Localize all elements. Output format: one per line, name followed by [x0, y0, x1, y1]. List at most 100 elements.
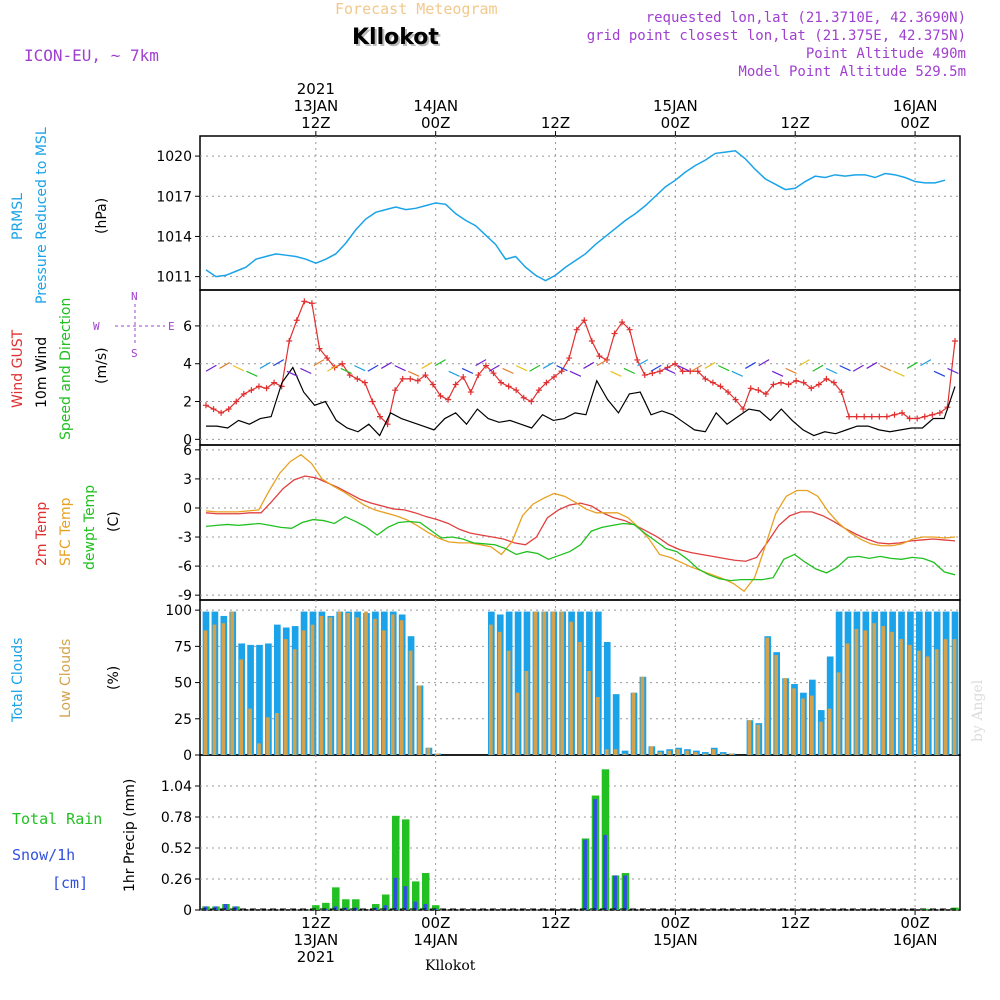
bar-low-clouds [756, 724, 761, 755]
bar-low-clouds [747, 720, 752, 755]
bar-low-clouds [694, 752, 698, 755]
gust-point [339, 360, 346, 367]
wind-direction-arrow [246, 370, 258, 377]
bar-low-clouds [765, 637, 770, 755]
wind-direction-arrow [407, 370, 420, 377]
y-tick-label: 1017 [156, 189, 192, 205]
gust-point [218, 409, 225, 416]
compass-w: W [93, 320, 100, 333]
bar-rain [401, 819, 410, 910]
gust-point [354, 375, 361, 382]
gust-point [573, 326, 580, 333]
wind-direction-arrow [744, 361, 756, 369]
bar-total-clouds [247, 644, 254, 755]
wind-direction-arrow [394, 365, 406, 372]
bar-rain [342, 899, 350, 910]
bar-low-clouds [613, 749, 618, 755]
gust-point [498, 379, 505, 386]
gust-point [914, 415, 921, 422]
y-tick-label: 0.78 [161, 810, 192, 826]
gust-point [800, 379, 807, 386]
bar-rain [411, 881, 420, 910]
gust-point [876, 413, 883, 420]
bar-low-clouds [569, 621, 573, 755]
bar-low-clouds [801, 698, 805, 755]
bar-total-clouds [594, 611, 602, 755]
bar-low-clouds [818, 721, 823, 755]
bar-low-clouds [239, 659, 243, 755]
wind-direction-arrow [434, 359, 446, 367]
wind-direction-arrow [906, 361, 918, 369]
compass-icon [115, 304, 165, 346]
bar-low-clouds [364, 611, 368, 755]
gust-point [543, 379, 550, 386]
gust-point [679, 368, 686, 375]
bar-low-clouds [212, 624, 217, 755]
bottom-time-label: 15JAN [653, 931, 698, 949]
top-time-label: 2021 [297, 80, 335, 98]
bar-low-clouds [720, 753, 725, 755]
wind-direction-arrow [205, 364, 217, 372]
bar-low-clouds [560, 611, 565, 755]
gust-point [240, 390, 247, 397]
top-time-label: 15JAN [653, 97, 698, 115]
bottom-time-label: 2021 [297, 948, 335, 966]
wind-direction-arrow [448, 370, 460, 377]
wind-direction-arrow [691, 364, 703, 372]
y-tick-label: 0 [183, 432, 192, 448]
y-tick-label: 4 [183, 357, 192, 373]
bottom-time-label: 00Z [421, 914, 450, 932]
wind-direction-arrow [367, 364, 379, 372]
wind-direction-arrow [718, 365, 730, 372]
wind-direction-arrow [327, 364, 339, 372]
y-tick-label: 3 [183, 472, 192, 488]
bar-low-clouds [934, 649, 939, 755]
bar-snow [423, 904, 428, 910]
bar-low-clouds [809, 695, 814, 755]
wind-direction-arrow [664, 367, 676, 375]
bar-low-clouds [355, 617, 359, 755]
gust-point [732, 396, 739, 403]
bar-low-clouds [435, 753, 440, 755]
bar-total-clouds [621, 750, 629, 755]
bar-low-clouds [622, 753, 627, 755]
gust-point [641, 372, 648, 379]
point-altitude: Point Altitude 490m [805, 46, 966, 62]
gust-point [437, 392, 444, 399]
gust-point [868, 413, 875, 420]
gust-point [725, 389, 732, 396]
gust-point [619, 319, 626, 326]
bar-low-clouds [408, 650, 413, 755]
wind-direction-arrow [825, 367, 838, 375]
gust-point [611, 330, 618, 337]
gust-point [793, 377, 800, 384]
bar-total-clouds [612, 694, 620, 755]
bar-rain [352, 899, 360, 910]
gust-point [452, 381, 459, 388]
wind-direction-arrow [569, 370, 582, 377]
bar-snow [383, 905, 388, 910]
bar-low-clouds [417, 685, 422, 755]
bar-low-clouds [845, 643, 850, 755]
bottom-time-label: 12Z [541, 914, 570, 932]
bar-low-clouds [292, 649, 297, 755]
y-tick-label: 75 [174, 639, 192, 655]
gust-point [429, 381, 436, 388]
bar-rain [431, 905, 440, 910]
gust-point [520, 394, 527, 401]
snow-label: Snow/1h [12, 846, 76, 864]
gust-point [747, 385, 754, 392]
y-tick-label: 2 [183, 395, 192, 411]
bar-low-clouds [854, 628, 859, 755]
wind-direction-arrow [637, 359, 649, 367]
location-title: Kllokot [352, 25, 439, 50]
gust-point [248, 387, 255, 394]
gust-point [308, 300, 315, 307]
wind-direction-arrow [273, 359, 285, 367]
bar-low-clouds [203, 630, 208, 755]
gust-point [649, 370, 656, 377]
bar-low-clouds [604, 749, 609, 755]
requested-coords: requested lon,lat (21.3710E, 42.3690N) [645, 10, 966, 26]
bar-low-clouds [952, 639, 957, 755]
gust-point [414, 377, 421, 384]
